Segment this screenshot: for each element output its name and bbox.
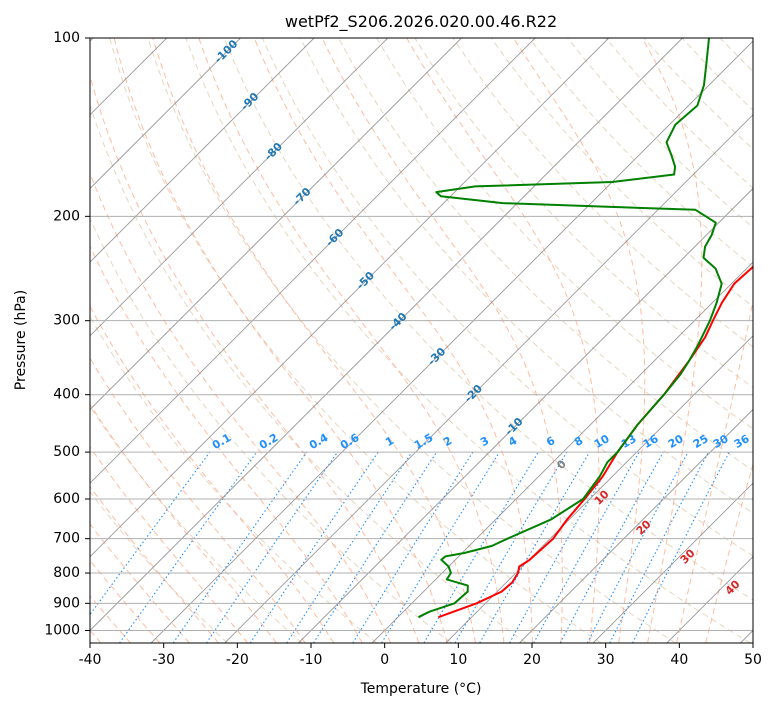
x-axis-label: Temperature (°C) xyxy=(360,681,482,697)
isotherm-line xyxy=(90,38,389,337)
mixing-ratio-line xyxy=(313,451,438,643)
dry-adiabat-line xyxy=(261,38,753,557)
isotherm-line xyxy=(592,482,753,643)
moist-adiabat-line xyxy=(152,38,476,643)
moist-adiabat-line xyxy=(90,523,190,643)
y-tick-label: 200 xyxy=(53,208,80,224)
x-tick-label: 40 xyxy=(670,652,688,668)
dry-adiabat-line xyxy=(414,38,753,389)
dry-adiabat-line xyxy=(338,38,753,472)
x-tick-label: -40 xyxy=(79,652,102,668)
y-tick-label: 400 xyxy=(53,387,80,403)
x-tick-label: 50 xyxy=(744,652,762,668)
x-tick-label: -20 xyxy=(226,652,249,668)
dry-adiabat-line xyxy=(147,38,676,643)
dry-adiabat-line xyxy=(90,405,303,643)
dry-adiabat-line xyxy=(90,490,228,643)
moist-adiabat-line xyxy=(90,559,161,643)
isotherm-line xyxy=(150,40,753,643)
dry-adiabat-line xyxy=(376,38,753,430)
x-tick-label: -10 xyxy=(300,652,323,668)
mixing-ratio-line xyxy=(632,451,730,643)
dry-adiabat-line xyxy=(90,103,527,643)
isotherm-line xyxy=(519,408,753,643)
axes: -40 -30 -20 -10 0 10 20 30 40 50 100 200 300 400 500 60… xyxy=(44,30,762,668)
isotherm-line xyxy=(90,38,610,558)
moist-adiabat-line xyxy=(90,245,363,643)
isotherm-line xyxy=(445,335,753,643)
moist-adiabat-line xyxy=(406,38,600,643)
temperature-profile-line xyxy=(438,265,753,619)
y-tick-label: 300 xyxy=(53,313,80,329)
moist-adiabat-line xyxy=(90,305,335,643)
dry-adiabat-line xyxy=(90,217,452,643)
moist-adiabat-line xyxy=(512,38,646,643)
moist-adiabat-line xyxy=(641,38,703,643)
y-tick-label: 700 xyxy=(53,531,80,547)
y-axis-label: Pressure (hPa) xyxy=(13,290,29,390)
moist-adiabat-line xyxy=(90,357,306,643)
isotherm-line xyxy=(90,38,241,190)
mixing-ratio-line xyxy=(90,451,211,616)
mixing-ratio-line xyxy=(533,451,640,643)
dry-adiabat-line xyxy=(299,38,753,514)
isotherm-line xyxy=(224,114,753,643)
moist-adiabat-line xyxy=(253,38,533,643)
chart-title: wetPf2_S206.2026.020.00.46.R22 xyxy=(285,12,557,32)
x-tick-label: 10 xyxy=(449,652,467,668)
mixing-ratio-line xyxy=(172,451,308,643)
y-tick-label: 500 xyxy=(53,444,80,460)
moist-adiabat-line xyxy=(676,297,753,643)
mixing-ratio-line xyxy=(559,451,664,643)
sounding-profiles xyxy=(418,38,753,619)
isotherm-line xyxy=(90,38,536,484)
y-tick-label: 600 xyxy=(53,491,80,507)
y-tick-label: 100 xyxy=(53,30,80,46)
moist-adiabat-line xyxy=(90,446,248,643)
y-tick-label: 900 xyxy=(53,595,80,611)
y-tick-label: 1000 xyxy=(44,622,80,638)
mixing-ratio-line xyxy=(249,451,379,643)
dry-adiabat-line xyxy=(90,315,378,643)
mixing-ratio-line xyxy=(509,451,618,643)
dry-adiabat-line xyxy=(452,38,753,348)
mixing-ratio-line xyxy=(381,451,500,643)
x-tick-label: 0 xyxy=(380,652,389,668)
dry-adiabat-line xyxy=(109,38,602,643)
mixing-ratio-line xyxy=(119,451,258,643)
plot-frame xyxy=(89,37,754,644)
isotherm-line xyxy=(298,187,753,643)
x-tick-label: 20 xyxy=(523,652,541,668)
isotherm-line xyxy=(90,38,315,263)
moist-adiabat-line xyxy=(705,462,753,643)
moist-adiabat-line xyxy=(321,38,563,643)
isotherm-line xyxy=(90,38,462,411)
y-tick-label: 800 xyxy=(53,565,80,581)
x-tick-label: 30 xyxy=(597,652,615,668)
moist-adiabat-line xyxy=(90,403,277,643)
mixing-ratio-line xyxy=(352,451,474,643)
moist-adiabat-line xyxy=(90,172,391,643)
mixing-ratio-line xyxy=(286,451,413,643)
x-tick-label: -30 xyxy=(152,652,175,668)
moist-adiabat-line xyxy=(90,73,420,643)
dry-adiabat-line xyxy=(490,38,753,308)
mixing-ratio-line xyxy=(205,451,338,643)
background-lines xyxy=(90,38,753,643)
dewpoint-profile-line xyxy=(418,38,723,619)
isotherm-line xyxy=(90,38,683,632)
isotherm-line xyxy=(371,261,753,643)
moist-adiabat-line xyxy=(198,38,505,643)
moist-adiabat-line xyxy=(113,38,448,643)
moist-adiabat-line xyxy=(90,485,219,643)
moist-adiabat-line xyxy=(90,594,131,643)
